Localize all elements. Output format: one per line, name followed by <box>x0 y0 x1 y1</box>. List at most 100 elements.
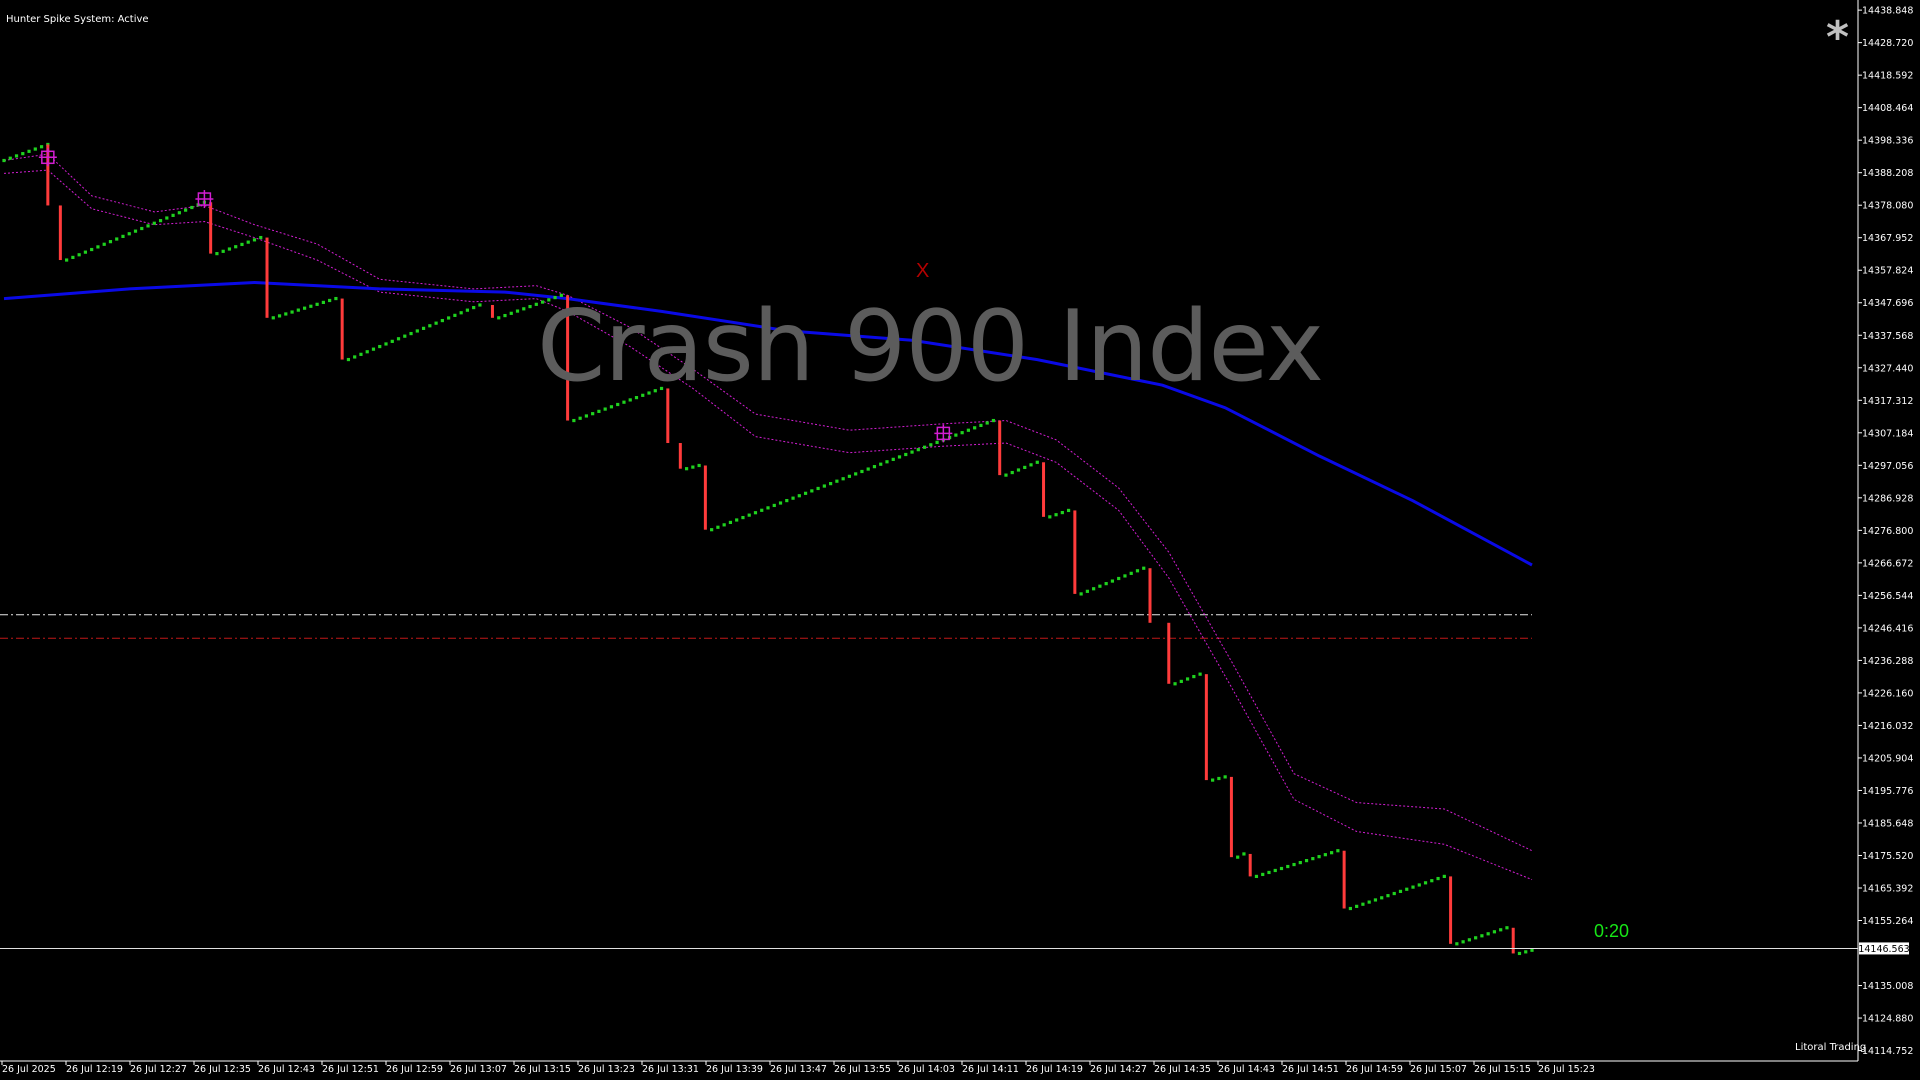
bear-spike-candle <box>1229 776 1233 858</box>
bull-tick-candle <box>778 501 783 505</box>
time-tick-label: 26 Jul 14:51 <box>1282 1064 1339 1075</box>
bull-tick-candle <box>797 494 801 498</box>
asterisk-icon: * <box>1826 12 1850 63</box>
bull-tick-candle <box>1029 463 1033 467</box>
bull-tick-candle <box>985 421 989 425</box>
bull-tick-candle <box>434 321 438 325</box>
time-tick-label: 26 Jul 12:27 <box>130 1064 187 1075</box>
time-tick-label: 26 Jul 13:23 <box>578 1064 635 1075</box>
price-tick-label: 14266.672 <box>1862 558 1913 569</box>
bull-tick-candle <box>1217 776 1221 781</box>
bull-tick-candle <box>854 472 858 476</box>
bull-tick-candle <box>33 147 37 151</box>
price-axis[interactable]: 14438.848 14428.720 14418.592 14408.464 1439… <box>1858 6 1913 1057</box>
time-tick-label: 26 Jul 15:23 <box>1538 1064 1595 1075</box>
bull-tick-candle <box>1198 672 1202 676</box>
bull-tick-candle <box>171 213 175 217</box>
bull-tick-candle <box>904 452 908 457</box>
time-tick-label: 26 Jul 15:07 <box>1410 1064 1467 1075</box>
bull-tick-candle <box>96 245 100 249</box>
moving-average <box>3 280 1533 567</box>
bull-tick-candle <box>1304 859 1309 863</box>
price-tick-label: 14438.848 <box>1862 6 1913 17</box>
price-tick-label: 14286.928 <box>1862 493 1913 504</box>
price-segments <box>2 142 1534 956</box>
bull-tick-candle <box>71 255 75 260</box>
bull-tick-candle <box>916 448 920 452</box>
bull-tick-candle <box>753 511 758 515</box>
bull-tick-candle <box>1486 932 1490 936</box>
bull-tick-candle <box>65 258 69 262</box>
bull-tick-candle <box>922 445 927 449</box>
bull-tick-candle <box>1092 587 1096 591</box>
price-tick-label: 14256.544 <box>1862 591 1913 602</box>
bull-tick-candle <box>1380 896 1384 900</box>
bull-tick-candle <box>296 308 300 312</box>
bear-spike-candle <box>490 304 494 318</box>
bear-spike-candle <box>566 295 570 421</box>
bull-tick-candle <box>1474 936 1478 940</box>
bull-tick-candle <box>879 462 883 466</box>
bull-tick-candle <box>1330 851 1334 855</box>
time-axis[interactable]: 26 Jul 2025 26 Jul 12:19 26 Jul 12:27 26 Ju… <box>1 1061 1595 1075</box>
bull-tick-candle <box>90 247 94 252</box>
bull-tick-candle <box>973 426 977 430</box>
bull-tick-candle <box>1060 510 1064 515</box>
time-tick-label: 26 Jul 14:11 <box>962 1064 1019 1075</box>
time-tick-label: 26 Jul 14:59 <box>1346 1064 1403 1075</box>
bull-tick-candle <box>591 412 595 416</box>
bull-tick-candle <box>1242 852 1246 856</box>
bull-tick-candle <box>396 337 401 341</box>
bull-tick-candle <box>910 450 914 454</box>
time-tick-label: 26 Jul 12:43 <box>258 1064 315 1075</box>
bull-tick-candle <box>1461 940 1465 944</box>
bull-tick-candle <box>190 205 194 210</box>
bull-tick-candle <box>221 249 225 253</box>
bull-tick-candle <box>634 396 639 400</box>
time-tick-label: 26 Jul 12:59 <box>386 1064 443 1075</box>
bear-spike-candle <box>46 144 50 206</box>
bull-tick-candle <box>27 149 31 153</box>
price-tick-label: 14195.776 <box>1862 786 1913 797</box>
bull-tick-candle <box>547 298 551 302</box>
bull-tick-candle <box>540 300 545 304</box>
time-tick-label: 26 Jul 15:15 <box>1474 1064 1531 1075</box>
bull-tick-candle <box>309 304 313 308</box>
bull-tick-candle <box>1442 874 1446 879</box>
bull-tick-candle <box>378 344 382 349</box>
bull-tick-candle <box>1336 849 1340 853</box>
bull-tick-candle <box>772 503 776 508</box>
price-tick-label: 14175.520 <box>1862 851 1913 862</box>
current-price-label: 14146.563 <box>1858 944 1909 955</box>
bull-tick-candle <box>616 402 620 407</box>
bull-tick-candle <box>1223 775 1227 779</box>
time-tick-label: 26 Jul 12:19 <box>66 1064 123 1075</box>
spike-signal-icon <box>934 424 953 443</box>
bull-tick-candle <box>1142 566 1146 570</box>
bull-tick-candle <box>127 232 131 236</box>
time-tick-label: 26 Jul 13:15 <box>514 1064 571 1075</box>
bull-tick-candle <box>215 252 219 256</box>
bull-tick-candle <box>728 520 733 525</box>
moving-average-line <box>3 280 1533 567</box>
bull-tick-candle <box>1261 872 1265 877</box>
bull-tick-candle <box>1123 574 1127 578</box>
bull-tick-candle <box>1499 928 1503 932</box>
price-tick-label: 14367.952 <box>1862 233 1913 244</box>
bull-tick-candle <box>478 303 482 307</box>
bull-tick-candle <box>1530 948 1534 952</box>
bull-tick-candle <box>1023 465 1027 470</box>
bear-spike-candle <box>58 205 62 261</box>
bull-tick-candle <box>1273 868 1277 873</box>
bull-tick-candle <box>885 460 889 464</box>
price-tick-label: 14246.416 <box>1862 623 1913 634</box>
bull-tick-candle <box>158 219 163 223</box>
bull-tick-candle <box>766 506 770 510</box>
bull-tick-candle <box>1480 934 1484 938</box>
bear-spike-candle <box>1073 510 1077 594</box>
bull-tick-candle <box>572 418 576 423</box>
bull-tick-candle <box>277 314 282 318</box>
price-tick-label: 14408.464 <box>1862 103 1913 114</box>
